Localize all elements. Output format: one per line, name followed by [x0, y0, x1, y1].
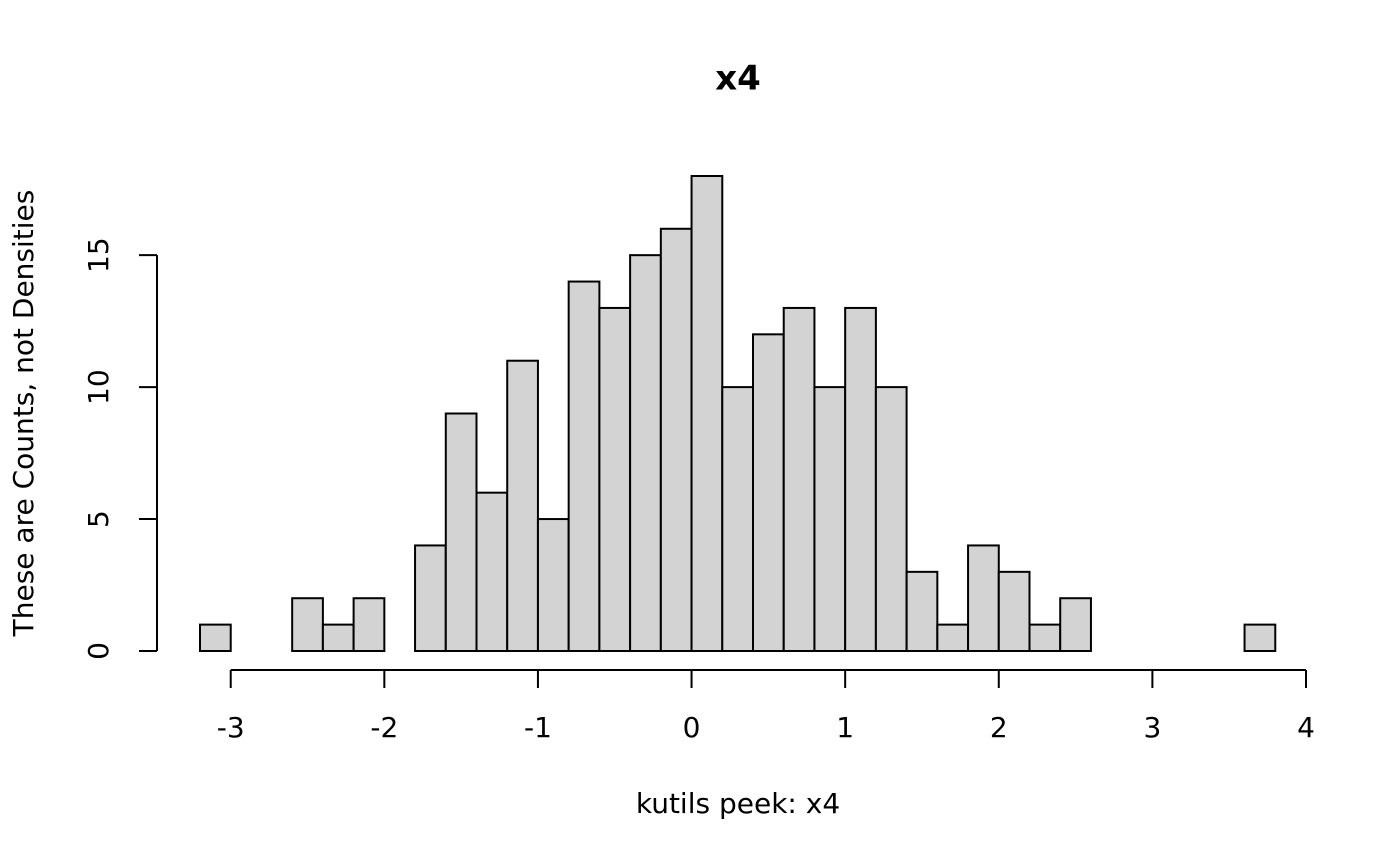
bar	[629, 254, 662, 653]
bar	[813, 386, 847, 652]
bar	[1243, 623, 1277, 652]
bar	[352, 597, 386, 653]
bar	[414, 544, 447, 653]
y-tick-label: 15	[82, 237, 115, 273]
x-tick-label: -2	[370, 711, 398, 744]
bar	[536, 518, 570, 652]
x-tick-label: -1	[524, 711, 552, 744]
bar	[1028, 623, 1062, 652]
x-tick-label: 0	[683, 711, 701, 744]
bar	[199, 623, 232, 652]
bar	[967, 544, 1000, 653]
x-tick-label: 4	[1297, 711, 1315, 744]
y-tick-label: 10	[82, 369, 115, 405]
bar	[506, 359, 539, 652]
y-tick-label: 5	[82, 510, 115, 528]
x-axis-label: kutils peek: x4	[636, 787, 840, 820]
x-tick-label: 1	[836, 711, 854, 744]
bar	[905, 570, 939, 652]
chart-title: x4	[715, 59, 761, 99]
bar	[444, 412, 478, 652]
bar	[844, 306, 877, 652]
y-axis-label: These are Counts, not Densities	[7, 190, 40, 638]
bar	[567, 280, 601, 652]
x-tick-label: -3	[217, 711, 245, 744]
x-tick-label: 3	[1143, 711, 1161, 744]
bar	[936, 623, 970, 652]
bar	[782, 306, 816, 652]
bar	[598, 306, 632, 652]
bar	[291, 597, 324, 653]
bar	[997, 570, 1031, 652]
bar	[321, 623, 355, 652]
bar	[1059, 597, 1092, 653]
bar	[752, 333, 785, 652]
x-tick-label: 2	[990, 711, 1008, 744]
bar	[690, 175, 724, 652]
bar	[721, 386, 754, 652]
y-tick-label: 0	[82, 642, 115, 660]
bar	[874, 386, 908, 652]
bar	[475, 491, 509, 652]
bar	[659, 227, 693, 652]
